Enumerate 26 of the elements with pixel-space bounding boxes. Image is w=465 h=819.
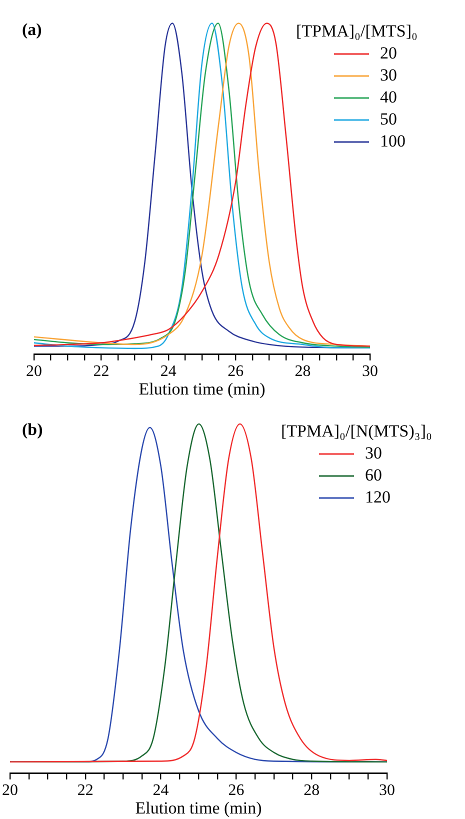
legend-label: 50 — [380, 109, 397, 128]
legend-label: 30 — [380, 65, 397, 84]
legend-label: 40 — [380, 87, 397, 106]
x-tick-label: 22 — [77, 782, 94, 800]
x-tick-label: 30 — [362, 363, 378, 380]
legend-label: 60 — [365, 465, 382, 484]
legend-label: 120 — [365, 487, 390, 506]
x-tick-label: 28 — [294, 363, 311, 380]
x-tick-label: 20 — [26, 363, 42, 380]
x-tick-label: 20 — [2, 782, 18, 800]
x-tick-label: 24 — [160, 363, 176, 380]
x-axis-title: Elution time (min) — [138, 379, 266, 398]
legend-label: 30 — [365, 443, 382, 462]
legend-title: [TPMA]₀/[MTS]₀ — [296, 21, 418, 40]
x-tick-label: 24 — [152, 782, 169, 800]
x-tick-label: 26 — [228, 782, 244, 800]
legend-title: [TPMA]₀/[N(MTS)₃]₀ — [281, 421, 432, 440]
x-tick-label: 30 — [379, 782, 395, 800]
x-axis-title: Elution time (min) — [135, 798, 262, 818]
chart-title: (b) — [22, 420, 43, 439]
chart-title: (a) — [22, 20, 42, 39]
legend-label: 100 — [380, 131, 406, 150]
x-tick-label: 22 — [93, 363, 110, 380]
x-tick-label: 28 — [304, 782, 320, 800]
x-tick-label: 26 — [228, 363, 244, 380]
legend-label: 20 — [380, 43, 397, 62]
